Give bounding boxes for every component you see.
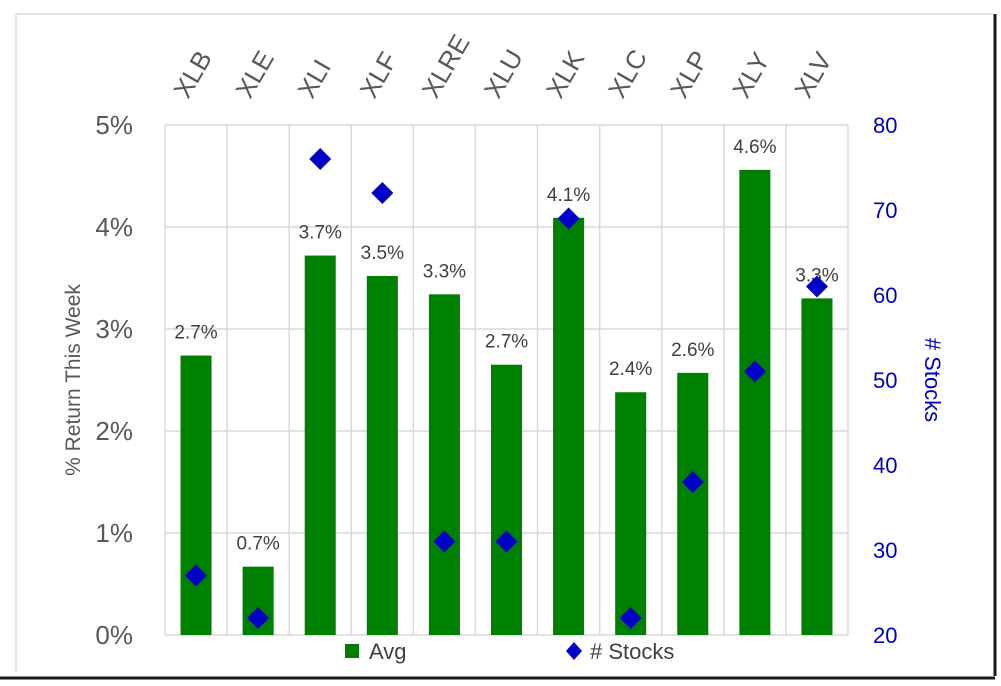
data-label-xly: 4.6% [733,137,776,158]
right-tick-label: 70 [873,198,897,223]
data-label-xlk: 4.1% [547,185,590,206]
data-label-xle: 0.7% [236,534,279,555]
left-tick-label: 1% [95,518,133,548]
right-tick-label: 50 [873,368,897,393]
bar-xlc [615,392,647,635]
stocks-marker-xlu [495,530,518,553]
legend-stocks-label: # Stocks [590,639,674,664]
stocks-marker-xlp [681,471,704,493]
legend-stocks-swatch [566,642,582,660]
right-tick-label: 40 [873,453,897,478]
bar-xlf [366,275,398,635]
left-tick-label: 3% [95,314,133,344]
data-label-xlc: 2.4% [609,359,652,380]
category-label-xly: XLY [726,47,776,103]
stocks-marker-xlv [805,275,828,298]
legend-avg-swatch [345,644,359,658]
left-tick-label: 4% [95,212,133,242]
stocks-marker-xlk [557,207,580,230]
bar-xlp [677,372,709,635]
right-tick-label: 80 [873,113,897,138]
data-label-xli: 3.7% [299,223,342,244]
bar-xlb [180,355,212,635]
left-axis-title: % Return This Week [62,284,85,476]
data-label-xlre: 3.3% [423,261,466,282]
right-axis-title: # Stocks [920,338,945,422]
data-label-xlu: 2.7% [485,332,528,353]
stocks-marker-xli [309,148,332,170]
data-label-xlp: 2.6% [671,340,714,361]
left-tick-label: 2% [95,416,133,446]
category-label-xlk: XLK [540,45,591,103]
left-tick-label: 0% [95,620,133,650]
category-label-xlp: XLP [664,45,715,103]
bar-xlre [428,294,460,635]
category-label-xlb: XLB [167,45,218,103]
category-label-xli: XLI [291,54,336,103]
category-label-xle: XLE [229,45,280,103]
right-tick-label: 30 [873,538,897,563]
category-label-xlf: XLF [354,47,404,103]
stocks-marker-xlre [433,530,456,553]
bar-xly [739,169,771,635]
stocks-marker-xlb [185,564,208,587]
bar-xlv [801,298,833,635]
right-tick-label: 20 [873,623,897,648]
data-label-xlf: 3.5% [361,243,404,264]
category-label-xlc: XLC [602,44,653,103]
category-label-xlu: XLU [478,44,529,103]
category-label-xlre: XLRE [416,29,476,103]
bar-xlk [553,217,585,635]
stocks-marker-xly [743,360,766,383]
marker-layer [185,148,828,629]
data-label-xlb: 2.7% [174,323,217,344]
stocks-marker-xlf [371,182,394,204]
right-tick-label: 60 [873,283,897,308]
left-tick-label: 5% [95,110,133,140]
bar-layer [180,169,833,635]
label-layer: 2.7% 0.7% 3.7% 3.5% 3.3% 2.7% 4.1% 2.4% 2.6% 4.6%… [174,137,838,555]
legend-avg-label: Avg [369,639,407,664]
stocks-marker-xle [247,607,270,629]
stocks-marker-xlc [619,607,642,629]
legend: Avg # Stocks [345,639,674,664]
category-label-xlv: XLV [788,47,838,103]
bar-xlu [490,364,523,635]
bar-xli [304,255,336,635]
